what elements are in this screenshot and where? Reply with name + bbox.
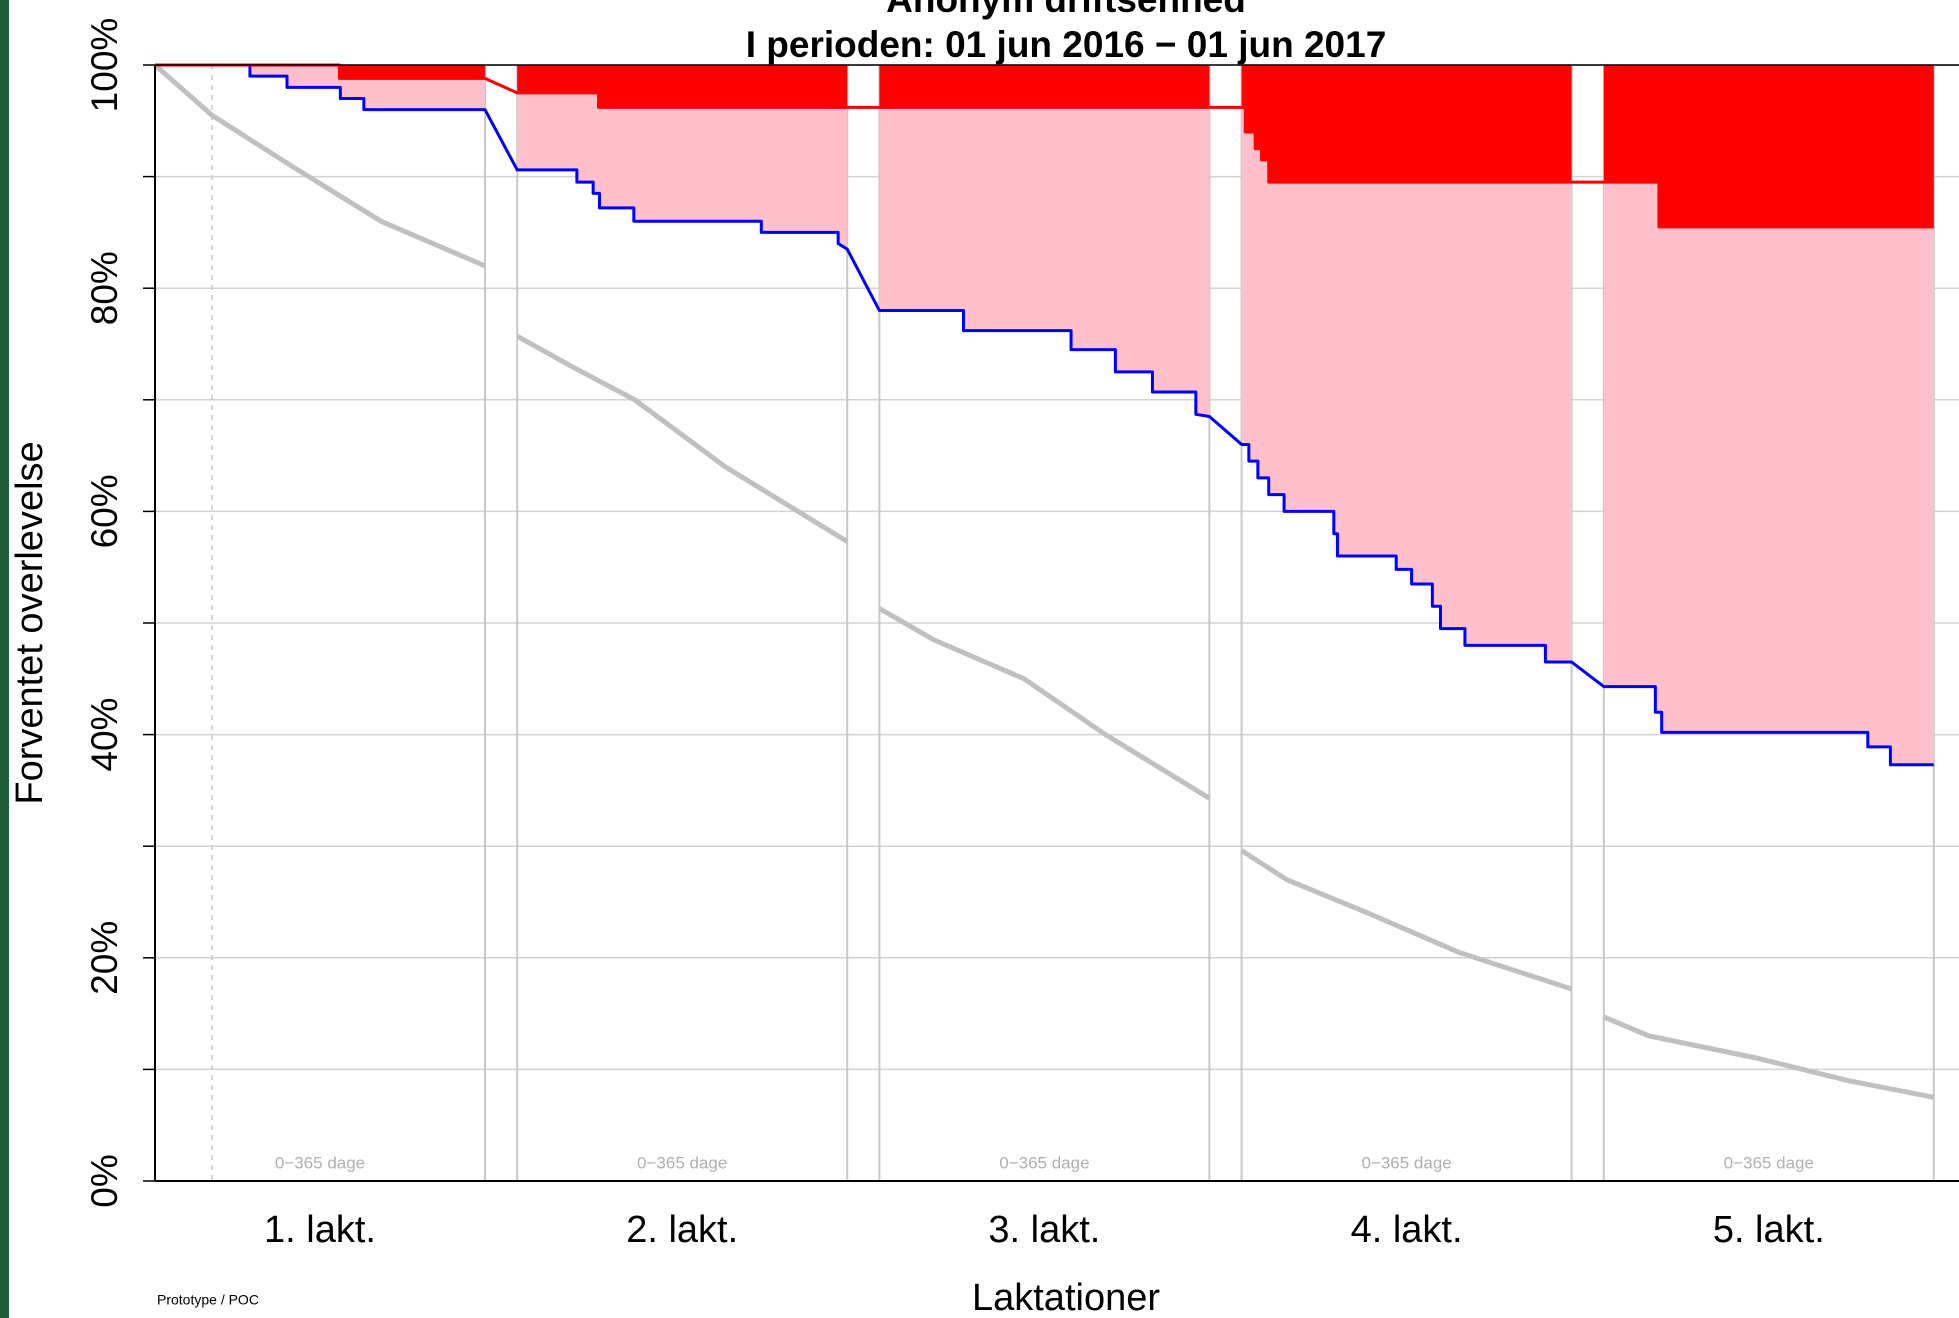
panel-note: 0−365 dage <box>275 1153 365 1172</box>
y-tick-label: 20% <box>84 921 125 995</box>
chart-title: Anonym driftsenhed <box>886 0 1246 20</box>
culled-area <box>155 65 485 79</box>
chart-subtitle: I perioden: 01 jun 2016 − 01 jun 2017 <box>746 24 1387 65</box>
x-tick-label: 4. lakt. <box>1351 1209 1463 1251</box>
panel-note: 0−365 dage <box>637 1153 727 1172</box>
culled-area <box>1241 65 1572 183</box>
series-line <box>515 334 849 544</box>
culled-area <box>879 65 1210 108</box>
series-line <box>1602 1014 1935 1100</box>
series-line <box>155 63 1934 229</box>
left-border <box>0 0 9 1318</box>
y-tick-label: 80% <box>84 251 125 325</box>
x-tick-label: 2. lakt. <box>626 1209 738 1251</box>
panel-note: 0−365 dage <box>1724 1153 1814 1172</box>
panel-note: 0−365 dage <box>999 1153 1089 1172</box>
y-axis-label: Forventet overlevelse <box>9 441 51 804</box>
gap-area <box>1603 182 1934 765</box>
panel-note: 0−365 dage <box>1361 1153 1451 1172</box>
y-tick-label: 40% <box>84 698 125 772</box>
footer: Prototype / POC <box>157 1292 259 1308</box>
culled-area <box>1603 65 1934 227</box>
series-line <box>1240 848 1573 992</box>
x-tick-label: 3. lakt. <box>988 1209 1100 1251</box>
gap-area <box>517 92 848 250</box>
x-axis-label: Laktationer <box>972 1277 1160 1318</box>
gap-area <box>1241 107 1572 663</box>
series-line <box>878 606 1211 801</box>
series-line <box>155 63 1934 767</box>
gap-area <box>879 107 1210 417</box>
x-tick-label: 1. lakt. <box>264 1209 376 1251</box>
y-tick-label: 60% <box>84 474 125 548</box>
y-tick-label: 100% <box>84 18 125 113</box>
x-tick-label: 5. lakt. <box>1713 1209 1825 1251</box>
y-tick-label: 0% <box>84 1154 125 1207</box>
series-line <box>153 63 486 269</box>
